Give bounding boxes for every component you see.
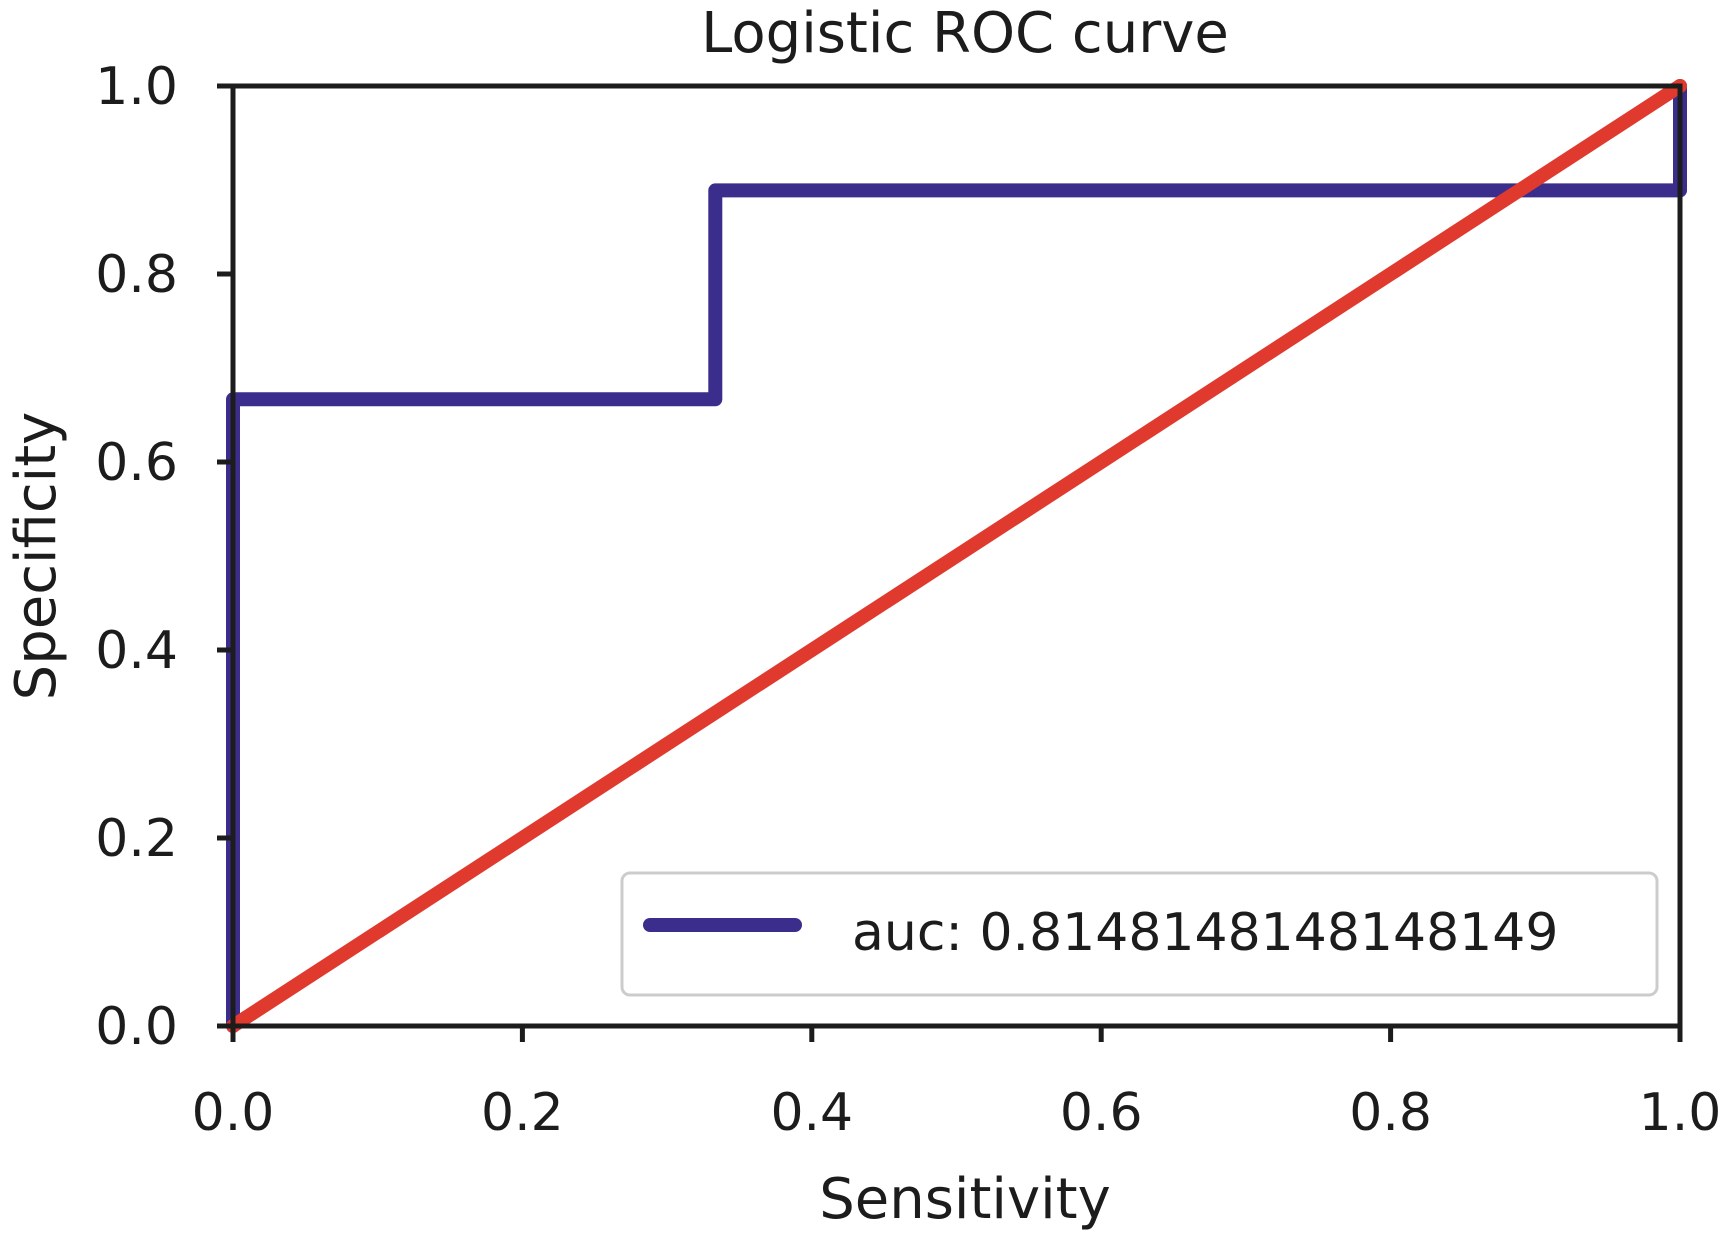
x-tick-label: 0.6: [1060, 1083, 1143, 1143]
x-tick-label: 0.0: [192, 1083, 275, 1143]
y-tick-label: 1.0: [95, 57, 178, 117]
chart-title: Logistic ROC curve: [701, 1, 1229, 66]
y-tick-label: 0.4: [95, 621, 178, 681]
y-tick-label: 0.0: [95, 997, 178, 1057]
x-tick-label: 0.2: [481, 1083, 564, 1143]
y-tick-label: 0.6: [95, 433, 178, 493]
y-tick-label: 0.8: [95, 245, 178, 305]
x-tick-label: 0.4: [770, 1083, 853, 1143]
y-axis-label: Specificity: [4, 412, 69, 701]
legend-box: [620, 871, 1659, 997]
random-chance-diagonal: [226, 79, 1687, 1033]
x-axis-label: Sensitivity: [819, 1167, 1111, 1232]
plot-frame: [230, 83, 1683, 1029]
y-axis: 0.0 0.2 0.4 0.6 0.8 1.0: [95, 57, 233, 1057]
y-tick-label: 0.2: [95, 809, 178, 869]
x-tick-label: 1.0: [1639, 1083, 1722, 1143]
legend-label: auc: 0.8148148148148149: [852, 903, 1558, 963]
x-axis: 0.0 0.2 0.4 0.6 0.8 1.0: [192, 1026, 1722, 1143]
legend: auc: 0.8148148148148149: [620, 871, 1659, 997]
x-tick-label: 0.8: [1349, 1083, 1432, 1143]
